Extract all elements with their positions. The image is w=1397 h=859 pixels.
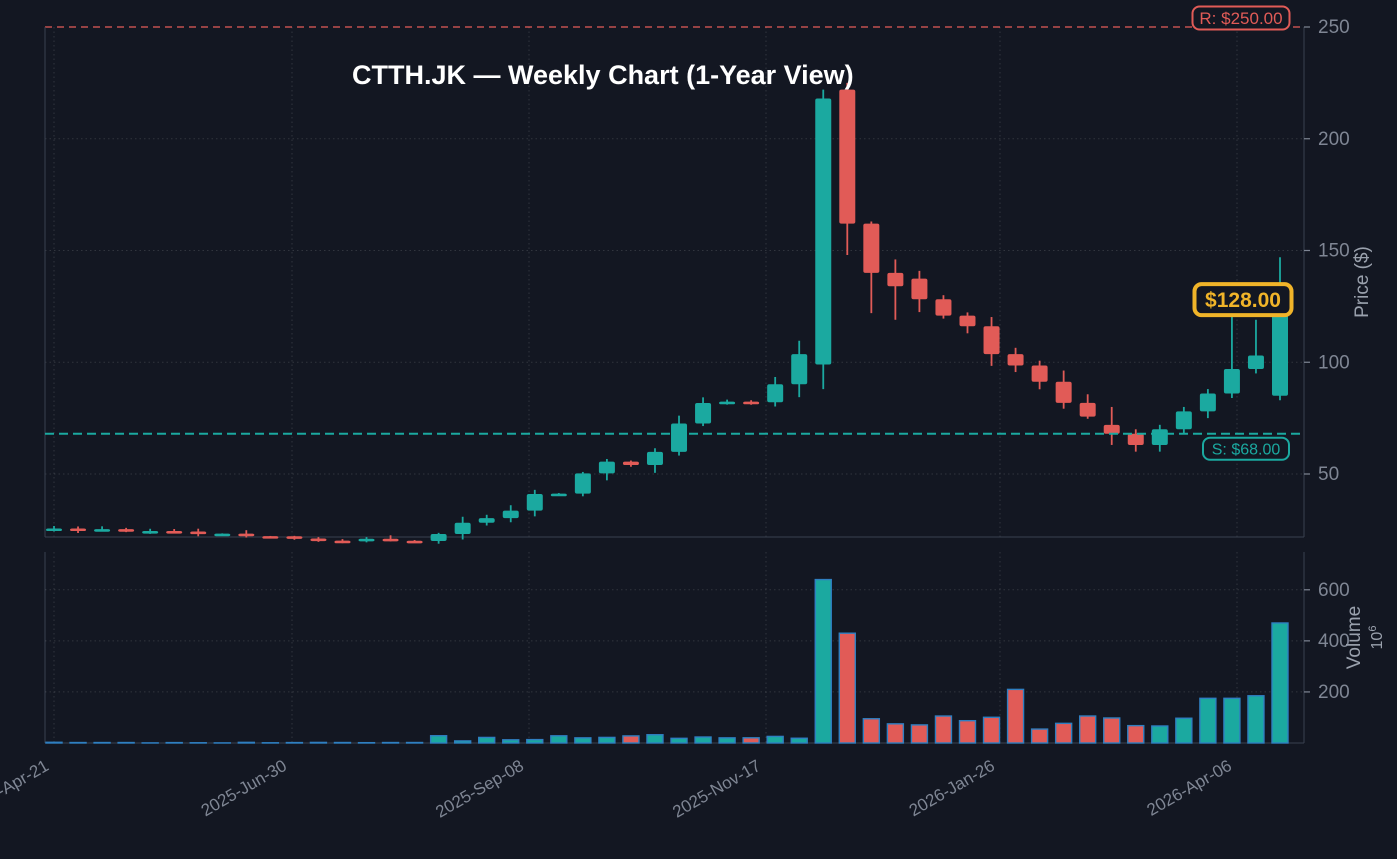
svg-text:50: 50 (1318, 464, 1339, 485)
svg-text:250: 250 (1318, 17, 1350, 38)
svg-text:600: 600 (1318, 580, 1350, 601)
svg-text:200: 200 (1318, 129, 1350, 150)
svg-text:Price ($): Price ($) (1352, 246, 1373, 318)
svg-text:S: $68.00: S: $68.00 (1212, 441, 1281, 458)
svg-text:100: 100 (1318, 352, 1350, 373)
svg-text:Volume: Volume (1344, 606, 1365, 669)
svg-text:$128.00: $128.00 (1205, 289, 1281, 312)
svg-text:200: 200 (1318, 682, 1350, 703)
svg-text:CTTH.JK — Weekly Chart (1-Year: CTTH.JK — Weekly Chart (1-Year View) (352, 60, 854, 90)
svg-text:150: 150 (1318, 241, 1350, 262)
svg-text:R: $250.00: R: $250.00 (1199, 9, 1282, 28)
